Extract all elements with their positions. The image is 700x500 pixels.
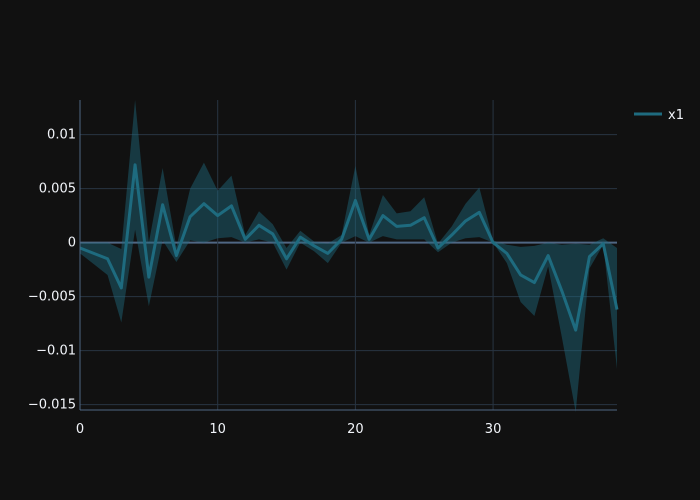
y-tick-label: −0.015 (28, 398, 76, 413)
x-tick-label: 20 (347, 422, 364, 437)
x-tick-label: 0 (76, 422, 84, 437)
legend-label-x1: x1 (668, 108, 684, 123)
y-tick-label: 0.01 (47, 128, 76, 143)
confidence-band-x1 (80, 100, 617, 413)
series-lines (79, 163, 619, 332)
x-tick-label: 10 (209, 422, 226, 437)
y-tick-label: 0.005 (39, 182, 76, 197)
y-tick-label: −0.005 (28, 290, 76, 305)
series-line-x1 (79, 163, 619, 332)
legend[interactable]: x1 (634, 108, 684, 123)
grid-lines (80, 100, 617, 410)
x-tick-label: 30 (485, 422, 502, 437)
y-tick-label: 0 (68, 236, 76, 251)
confidence-bands (80, 100, 617, 413)
y-tick-label: −0.01 (36, 344, 76, 359)
